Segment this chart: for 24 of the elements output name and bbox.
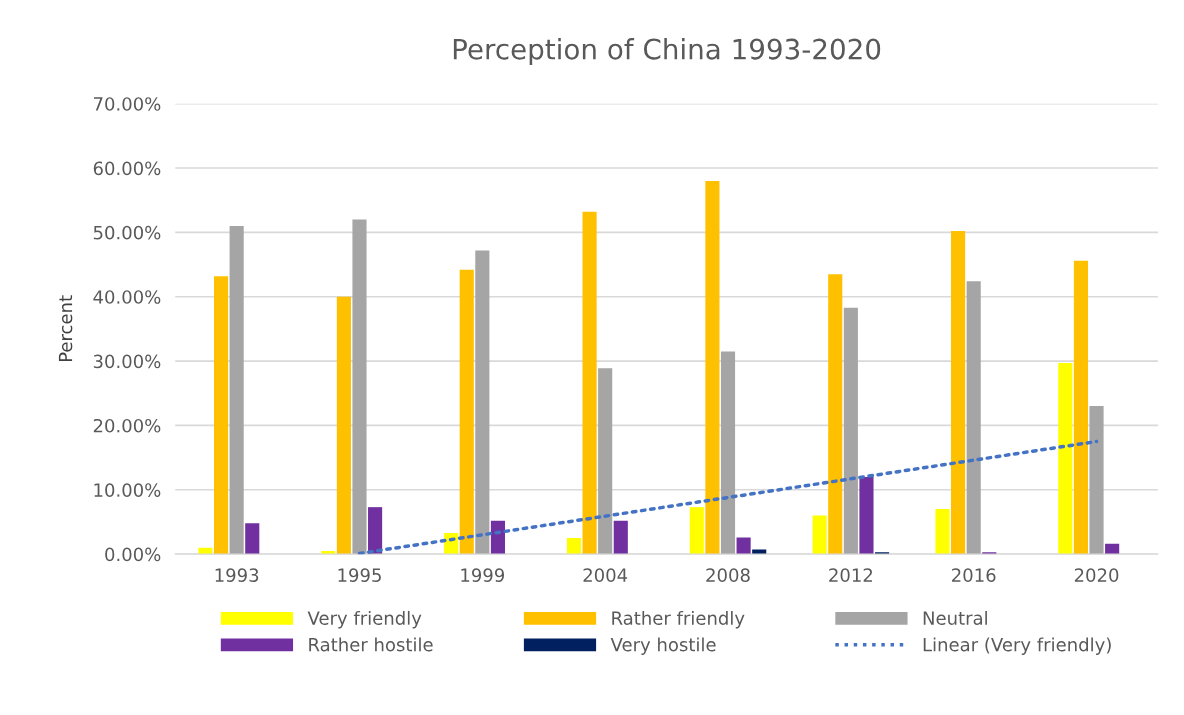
x-tick-label: 2020 [1074, 568, 1119, 582]
legend-label: Neutral [923, 610, 987, 625]
legend-label: Rather friendly [612, 610, 745, 629]
x-tick-label: 1993 [215, 568, 259, 582]
x-tick-label: 1995 [338, 568, 381, 582]
x-tick-label: 2008 [706, 568, 750, 582]
y-tick-label: 20.00% [93, 418, 161, 433]
y-tick-label: 70.00% [93, 97, 161, 111]
y-tick-label: 30.00% [93, 354, 161, 369]
legend-label: Linear (Very friendly) [923, 637, 1111, 655]
legend-label: Very hostile [610, 637, 716, 655]
legend-label: Very friendly [307, 610, 422, 629]
y-tick-label: 40.00% [93, 290, 161, 304]
x-tick-label: 2016 [952, 568, 996, 582]
x-tick-label: 2004 [583, 568, 628, 582]
chart-title: Perception of China 1993-2020 [453, 38, 881, 66]
y-tick-label: 50.00% [93, 225, 161, 240]
legend-label: Rather hostile [309, 637, 433, 652]
x-tick-label: 2012 [829, 568, 873, 582]
y-tick-label: 0.00% [105, 547, 161, 562]
y-tick-label: 60.00% [93, 161, 161, 176]
y-axis-title: Percent [58, 295, 73, 362]
y-tick-label: 10.00% [94, 483, 161, 497]
x-tick-label: 1999 [461, 568, 505, 582]
